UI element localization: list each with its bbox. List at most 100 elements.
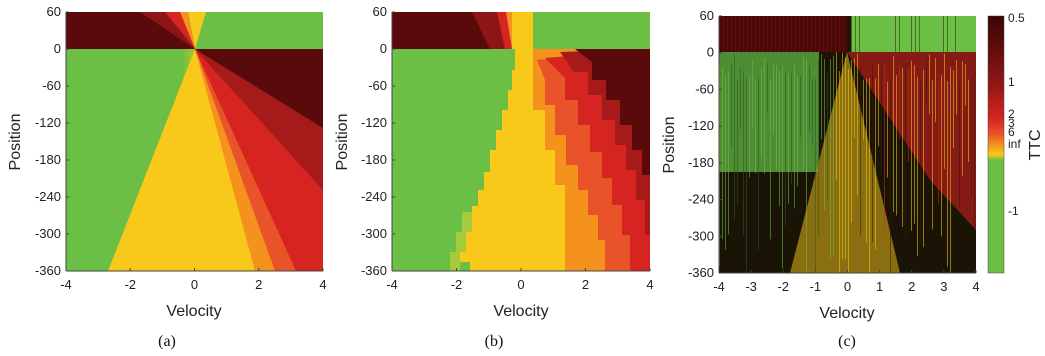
panel-c-stripe [899, 16, 900, 52]
panel-b-xtick-label: 0 [517, 277, 524, 292]
panel-c-stripe [807, 16, 808, 52]
panel-c-stripe [811, 16, 812, 52]
panel-a-upper-red [165, 12, 195, 49]
panel-c-stripe [770, 79, 771, 240]
panel-c-stripe [839, 16, 840, 52]
panel-c-stripe [728, 71, 729, 235]
panel-c-stripe [926, 56, 927, 103]
panel-c-stripe [815, 78, 816, 273]
panel-b-upper-darkred [472, 12, 512, 49]
panel-a-yellow-wedge [108, 49, 265, 271]
panel-c-stripe [783, 16, 784, 52]
panel-c-stripe [854, 58, 855, 139]
panel-b-upper-yellow [512, 12, 533, 49]
panel-c-stripe [915, 16, 916, 52]
panel-a-upper-darkred [140, 12, 195, 49]
panel-c-stripe [779, 70, 780, 207]
panel-b-x-ticks: -4 -2 0 2 4 [386, 268, 654, 292]
panel-c-stripe [767, 62, 768, 113]
panel-c-stripe [767, 16, 768, 52]
panel-a-xtick-label: -4 [60, 277, 72, 292]
panel-c-stripe [785, 71, 786, 226]
panel-c-green-left [719, 52, 819, 172]
panel-c-stripe [965, 64, 966, 106]
panel-c-stripe [911, 60, 912, 231]
panel-c-caption: (c) [838, 333, 856, 350]
panel-c-stripe [878, 64, 879, 147]
panel-c-stripe [779, 16, 780, 52]
panel-c-stripe [819, 16, 820, 52]
panel-b-xtick-label: -2 [451, 277, 463, 292]
panel-a [66, 12, 323, 271]
panel-a-x-ticks: -4 -2 0 2 4 [60, 268, 327, 292]
panel-c-stripe [951, 16, 952, 52]
panel-c-stripe [872, 64, 873, 243]
panel-c-stripe [939, 16, 940, 52]
panel-c-stripe [974, 69, 975, 229]
panel-a-maroon-band [195, 49, 323, 128]
panel-c-stripe [855, 16, 856, 52]
panel-c-stripe [847, 16, 848, 52]
panel-b-xtick-label: -4 [386, 277, 398, 292]
panel-c-stripe [895, 16, 896, 52]
panel-b-y-ticks: 60 0 -60 -120 -180 -240 -300 -360 [361, 4, 395, 278]
panel-c-xtick-label: -1 [810, 279, 822, 294]
panel-b-left-step-3 [462, 212, 472, 232]
panel-a-ytick-label: -300 [35, 226, 61, 241]
panel-c-stripe [755, 80, 756, 174]
cbar-tick-0: 0.5 [1008, 11, 1025, 25]
cbar-tick-2: 2 [1008, 107, 1015, 121]
panel-c-stripe [903, 16, 904, 52]
panel-c-stripe [927, 16, 928, 52]
panel-c-stripe [905, 62, 906, 240]
panel-c-stripe [773, 64, 774, 134]
panel-a-ytick-label: 60 [47, 4, 61, 19]
panel-c-stripe [923, 70, 924, 248]
panel-a-ytick-label: 0 [54, 41, 61, 56]
panel-b-left-step-2 [456, 232, 466, 252]
panel-c-stripe [800, 76, 801, 137]
panel-c-stripe [758, 78, 759, 250]
panel-b-yellow-region [460, 49, 565, 271]
panel-c-x-ticks: -4 -3 -2 -1 0 1 2 3 4 [713, 270, 980, 294]
panel-c-stripe [860, 66, 861, 236]
panel-b-ytick-label: -360 [361, 263, 387, 278]
panel-c-stripe [875, 78, 876, 250]
panel-c-stripe [935, 58, 936, 123]
panel-c-stripe [751, 16, 752, 52]
panel-a-upper-yellow [188, 12, 206, 49]
panel-c-stripe [959, 81, 960, 209]
panel-c-stripe [959, 16, 960, 52]
panel-c-stripe [830, 59, 831, 258]
panel-b-ylabel: Position [334, 114, 351, 171]
panel-c-stripe [893, 56, 894, 213]
panel-c-stripe [843, 16, 844, 52]
panel-c-stripe [731, 16, 732, 52]
panel-c-stripe [791, 16, 792, 52]
panel-c-stripe [887, 16, 888, 52]
panel-c-stripe [911, 16, 912, 52]
panel-c-stripe [919, 16, 920, 52]
panel-c-stripe [759, 16, 760, 52]
panel-c-stripe [735, 16, 736, 52]
panel-c-stripe [941, 75, 942, 237]
panel-b-ytick-label: -60 [368, 78, 387, 93]
panel-c-stripe [863, 79, 864, 140]
panel-c-stripe [737, 79, 738, 204]
panel-c-stripe [962, 61, 963, 176]
panel-c-stripe [891, 16, 892, 52]
panel-b-upper-green [533, 12, 650, 49]
panel-c-stripe [823, 16, 824, 52]
panel-c-stripe [968, 79, 969, 162]
panel-c-stripe [794, 62, 795, 209]
panel-c-stripe [907, 16, 908, 52]
panel-c-stripe [722, 67, 723, 240]
panel-c-stripe [929, 54, 930, 115]
panel-c-stripe [747, 16, 748, 52]
panel-c-stripe [943, 16, 944, 52]
panel-c-stripe [803, 56, 804, 170]
panel-c-ytick-label: 0 [707, 45, 714, 60]
panel-c-stripe [875, 16, 876, 52]
panel-c-stripe [827, 16, 828, 52]
